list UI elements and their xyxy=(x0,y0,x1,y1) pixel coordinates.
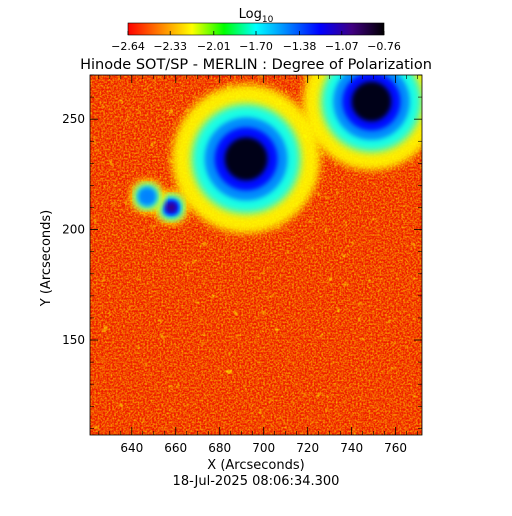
feature-level xyxy=(351,81,392,122)
polarization-feature xyxy=(130,179,165,214)
colorbar-label-main: Log xyxy=(239,7,262,22)
colorbar-tick-label: −1.70 xyxy=(239,40,273,53)
colorbar-ticks: −2.64 −2.33 −2.01 −1.70 −1.38 −1.07 −0.76 xyxy=(111,31,401,53)
feature-level xyxy=(224,137,268,181)
colorbar-label: Log10 xyxy=(239,7,274,25)
colorbar-label-sub: 10 xyxy=(262,15,274,25)
timestamp: 18-Jul-2025 08:06:34.300 xyxy=(173,474,340,489)
colorbar-tick-label: −0.76 xyxy=(367,40,401,53)
y-tick-label: 200 xyxy=(62,223,85,237)
plot-area xyxy=(90,75,422,435)
y-tick-label: 250 xyxy=(62,112,85,126)
polarization-feature xyxy=(171,84,321,234)
colorbar-tick-label: −2.64 xyxy=(111,40,145,53)
y-tick-label: 150 xyxy=(62,333,85,347)
x-axis-label: X (Arcseconds) xyxy=(207,458,304,473)
x-tick-label: 700 xyxy=(252,441,275,455)
y-axis-label: Y (Arcseconds) xyxy=(39,210,54,307)
plot-frame xyxy=(89,74,423,436)
colorbar-tick-label: −1.07 xyxy=(325,40,359,53)
colorbar-tick-label: −2.01 xyxy=(197,40,231,53)
x-tick-label: 660 xyxy=(164,441,187,455)
feature-level xyxy=(166,202,177,213)
x-tick-label: 740 xyxy=(340,441,363,455)
colorbar-tick-label: −2.33 xyxy=(153,40,187,53)
polarization-feature xyxy=(302,75,422,171)
feature-level xyxy=(142,191,153,202)
polarization-features xyxy=(130,75,422,234)
colorbar: Log10 −2.64 −2.33 −2.01 −1.70 −1.38 −1.07 −0.7… xyxy=(111,7,401,53)
colorbar-tick-label: −1.38 xyxy=(283,40,317,53)
y-axis: 150 200 250 xyxy=(62,74,422,429)
x-tick-label: 640 xyxy=(120,441,143,455)
x-axis: 640 660 680 700 720 740 760 xyxy=(98,75,418,455)
x-tick-label: 760 xyxy=(384,441,407,455)
x-tick-label: 720 xyxy=(296,441,319,455)
chart-title: Hinode SOT/SP - MERLIN : Degree of Polar… xyxy=(80,57,432,73)
x-tick-label: 680 xyxy=(208,441,231,455)
